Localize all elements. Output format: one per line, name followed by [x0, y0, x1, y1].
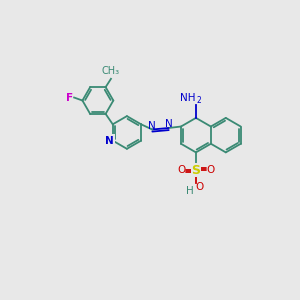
Text: O: O — [207, 165, 215, 175]
Text: NH: NH — [180, 93, 196, 103]
Text: N: N — [104, 136, 113, 146]
Text: O: O — [177, 165, 185, 175]
Text: O: O — [195, 182, 204, 192]
Text: 2: 2 — [196, 95, 201, 104]
Text: N: N — [148, 121, 156, 130]
Text: N: N — [165, 119, 172, 129]
Text: H: H — [185, 186, 193, 196]
Text: CH₃: CH₃ — [102, 66, 120, 76]
Text: F: F — [66, 92, 74, 103]
Text: S: S — [191, 164, 200, 177]
